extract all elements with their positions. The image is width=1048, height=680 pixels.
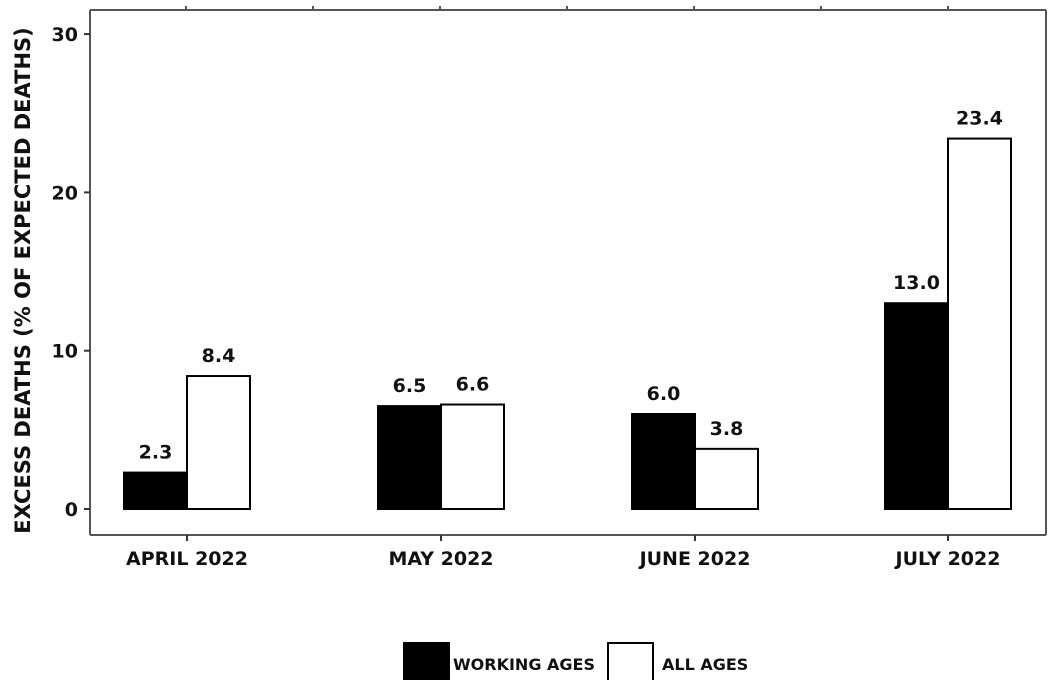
bar-working-ages (377, 405, 442, 511)
bar-value-label: 23.4 (956, 108, 1003, 130)
bar-all-ages (186, 375, 251, 511)
bar-all-ages (440, 403, 505, 510)
x-axis: APRIL 2022 MAY 2022 JUNE 2022 JULY 2022 (126, 535, 1000, 570)
bar-value-label: 6.6 (456, 374, 490, 396)
y-tick-label: 20 (52, 182, 78, 204)
bar-value-label: 6.0 (647, 383, 681, 405)
legend-swatch (403, 642, 450, 680)
y-tick-label: 10 (52, 341, 78, 363)
x-tick-label: JUNE 2022 (638, 548, 751, 570)
bar-value-label: 6.5 (393, 375, 427, 397)
legend-label: WORKING AGES (453, 655, 595, 674)
bar-working-ages (631, 413, 696, 510)
bar-value-label: 8.4 (202, 345, 236, 367)
bars (123, 137, 1012, 511)
bar-working-ages (884, 302, 949, 510)
legend-swatch (607, 642, 654, 680)
y-tick-label: 0 (65, 499, 78, 521)
legend-label: ALL AGES (662, 655, 748, 674)
bar-value-label: 3.8 (710, 418, 744, 440)
plot-frame (89, 6, 1047, 536)
y-tick-label: 30 (52, 24, 78, 46)
legend: WORKING AGES ALL AGES (403, 642, 748, 680)
y-axis-title: EXCESS DEATHS (% OF EXPECTED DEATHS) (11, 27, 35, 533)
legend-item: WORKING AGES (403, 642, 595, 680)
y-axis: 0 10 20 30 (52, 24, 90, 521)
x-tick-label: JULY 2022 (894, 548, 1001, 570)
bar-value-label: 2.3 (139, 442, 173, 464)
data-labels: 2.3 8.4 6.5 6.6 6.0 3.8 13.0 23.4 (139, 108, 1003, 464)
bar-working-ages (123, 471, 188, 511)
legend-item: ALL AGES (607, 642, 748, 680)
bar-all-ages (947, 137, 1012, 510)
x-tick-label: APRIL 2022 (126, 548, 248, 570)
bar-value-label: 13.0 (893, 272, 940, 294)
x-tick-label: MAY 2022 (388, 548, 493, 570)
bar-all-ages (694, 447, 759, 511)
